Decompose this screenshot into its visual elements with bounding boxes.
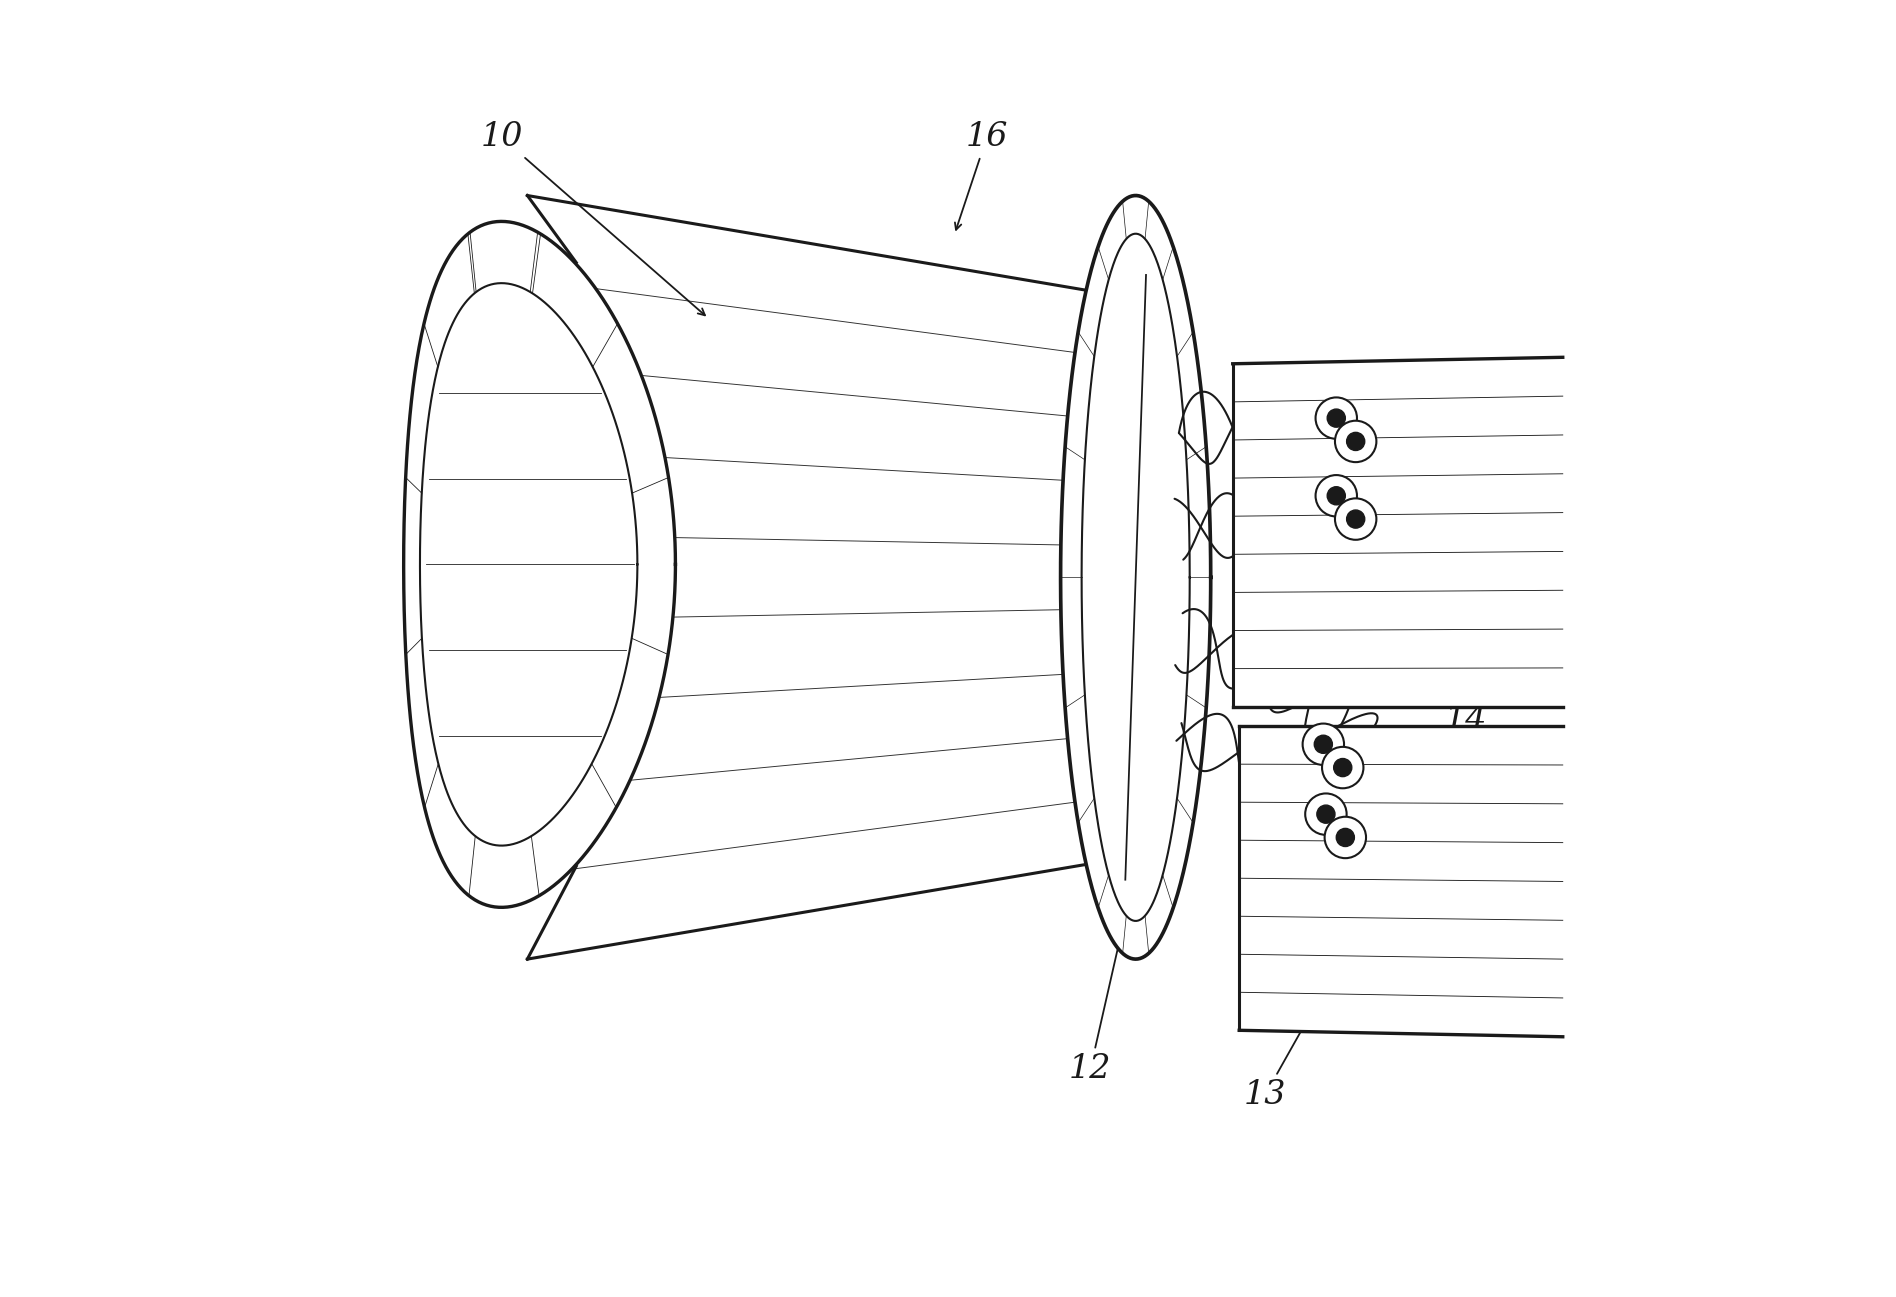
Text: 12: 12 xyxy=(1069,931,1124,1086)
Text: 13: 13 xyxy=(1244,996,1322,1112)
Text: 13: 13 xyxy=(1339,594,1395,651)
Circle shape xyxy=(1304,794,1346,835)
Circle shape xyxy=(1318,805,1335,824)
Polygon shape xyxy=(1240,726,1562,1036)
Polygon shape xyxy=(527,196,1136,958)
Circle shape xyxy=(1316,475,1358,516)
Circle shape xyxy=(1327,486,1346,505)
Polygon shape xyxy=(1232,357,1562,707)
Polygon shape xyxy=(1060,196,1212,958)
Text: 16: 16 xyxy=(956,122,1009,230)
Polygon shape xyxy=(419,283,637,846)
Text: 12: 12 xyxy=(1115,380,1157,502)
Circle shape xyxy=(1316,397,1358,438)
Polygon shape xyxy=(1081,233,1189,921)
Circle shape xyxy=(1303,724,1344,765)
Text: 10: 10 xyxy=(480,122,705,315)
Circle shape xyxy=(1337,829,1354,847)
Text: 14: 14 xyxy=(1435,704,1486,779)
Circle shape xyxy=(1346,510,1365,528)
Circle shape xyxy=(1322,747,1363,789)
Circle shape xyxy=(1335,498,1376,540)
Circle shape xyxy=(1314,735,1333,754)
Circle shape xyxy=(1327,409,1346,427)
Polygon shape xyxy=(404,222,675,908)
Circle shape xyxy=(1335,420,1376,462)
Circle shape xyxy=(1325,817,1365,859)
Circle shape xyxy=(1333,759,1352,777)
Circle shape xyxy=(1346,432,1365,450)
